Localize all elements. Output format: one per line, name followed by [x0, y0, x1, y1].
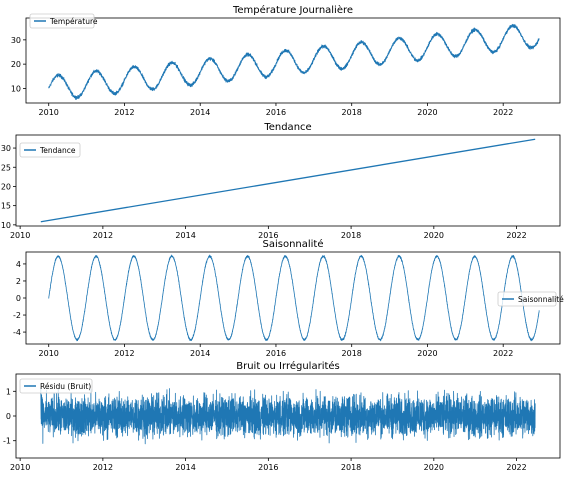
- series-line: [48, 254, 540, 342]
- chart-title: Tendance: [263, 122, 311, 133]
- legend: Résidu (Bruit): [19, 378, 93, 394]
- x-tick-label: 2018: [342, 349, 362, 358]
- x-tick-label: 2018: [341, 463, 361, 472]
- legend: Tendance: [19, 142, 81, 158]
- x-tick-label: 2012: [93, 463, 113, 472]
- y-tick-label: 25: [1, 163, 11, 172]
- legend-label: Saisonnalité: [518, 295, 564, 304]
- x-tick-label: 2010: [10, 231, 30, 240]
- chart-panel-3: Saisonnalité 2010 2012 2014 2016 2018 2020 2022…: [13, 238, 564, 358]
- y-tick-label: 10: [11, 84, 21, 93]
- y-tick-label: 0: [6, 412, 11, 421]
- y-tick-label: 1: [6, 387, 11, 396]
- y-tick-label: 20: [11, 60, 21, 69]
- x-tick-label: 2022: [506, 231, 526, 240]
- x-tick-label: 2014: [175, 463, 195, 472]
- y-tick-label: 4: [16, 260, 21, 269]
- series-line: [40, 387, 536, 445]
- x-tick-label: 2020: [424, 231, 444, 240]
- y-tick-label: -2: [13, 311, 21, 320]
- legend: Saisonnalité: [497, 291, 564, 307]
- y-tick-label: 30: [1, 144, 11, 153]
- y-tick-label: 0: [16, 294, 21, 303]
- x-tick-label: 2022: [493, 108, 513, 117]
- chart-panel-2: Tendance 2010 2012 2014 2016 2018 2020 2022 10 15…: [1, 122, 561, 240]
- x-tick-label: 2018: [342, 108, 362, 117]
- x-tick-label: 2016: [266, 349, 286, 358]
- legend: Température: [29, 13, 98, 29]
- x-tick-label: 2010: [39, 349, 59, 358]
- y-tick-label: 15: [1, 202, 11, 211]
- x-tick-label: 2020: [417, 108, 437, 117]
- x-tick-label: 2022: [506, 463, 526, 472]
- y-tick-label: -4: [13, 328, 21, 337]
- y-tick-label: -1: [3, 437, 11, 446]
- legend-box: [497, 291, 557, 307]
- x-tick-label: 2016: [266, 108, 286, 117]
- x-tick-label: 2022: [493, 349, 513, 358]
- y-tick-label: 10: [1, 221, 11, 230]
- x-tick-label: 2018: [341, 231, 361, 240]
- x-tick-label: 2012: [114, 349, 134, 358]
- x-tick-label: 2014: [190, 108, 210, 117]
- legend-label: Tendance: [39, 146, 76, 155]
- legend-label: Résidu (Bruit): [40, 382, 91, 391]
- x-tick-label: 2014: [175, 231, 195, 240]
- plot-frame: [15, 134, 561, 227]
- y-tick-label: 20: [1, 182, 11, 191]
- chart-title: Saisonnalité: [262, 238, 323, 250]
- legend-box: [19, 142, 81, 158]
- plot-frame: [25, 251, 561, 345]
- y-tick-label: 30: [11, 36, 21, 45]
- series-line: [48, 23, 540, 101]
- legend-box: [19, 378, 93, 394]
- chart-title: Bruit ou Irrégularités: [236, 360, 340, 372]
- x-tick-label: 2020: [424, 463, 444, 472]
- x-tick-label: 2014: [190, 349, 210, 358]
- plot-frame: [25, 17, 561, 104]
- x-tick-label: 2020: [417, 349, 437, 358]
- x-tick-label: 2016: [258, 463, 278, 472]
- x-tick-label: 2012: [93, 231, 113, 240]
- legend-box: [29, 13, 95, 29]
- legend-label: Température: [49, 17, 98, 26]
- chart-title: Température Journalière: [232, 4, 353, 16]
- chart-panel-4: Bruit ou Irrégularités 2010 2012 2014 2016 20…: [3, 360, 561, 472]
- x-tick-label: 2012: [114, 108, 134, 117]
- series-line: [40, 138, 536, 223]
- x-tick-label: 2010: [10, 463, 30, 472]
- x-tick-label: 2016: [258, 231, 278, 240]
- x-tick-label: 2010: [39, 108, 59, 117]
- y-tick-label: 2: [16, 277, 21, 286]
